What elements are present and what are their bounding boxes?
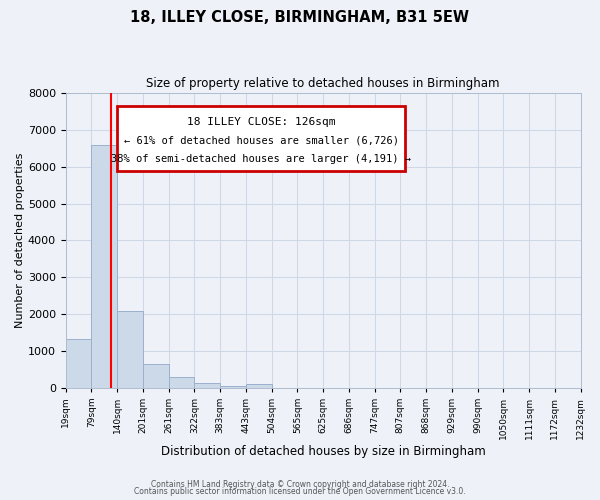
Bar	[143, 364, 169, 388]
Text: ← 61% of detached houses are smaller (6,726): ← 61% of detached houses are smaller (6,…	[124, 135, 399, 145]
Text: 18 ILLEY CLOSE: 126sqm: 18 ILLEY CLOSE: 126sqm	[187, 116, 335, 126]
Y-axis label: Number of detached properties: Number of detached properties	[15, 152, 25, 328]
Bar	[194, 383, 220, 388]
Text: 18, ILLEY CLOSE, BIRMINGHAM, B31 5EW: 18, ILLEY CLOSE, BIRMINGHAM, B31 5EW	[131, 10, 470, 25]
Bar	[65, 339, 91, 388]
Bar	[246, 384, 272, 388]
Text: Contains public sector information licensed under the Open Government Licence v3: Contains public sector information licen…	[134, 487, 466, 496]
Bar	[91, 144, 117, 388]
Bar	[117, 106, 406, 171]
Bar	[117, 311, 143, 388]
Text: 38% of semi-detached houses are larger (4,191) →: 38% of semi-detached houses are larger (…	[111, 154, 411, 164]
Bar	[169, 377, 194, 388]
Title: Size of property relative to detached houses in Birmingham: Size of property relative to detached ho…	[146, 78, 500, 90]
X-axis label: Distribution of detached houses by size in Birmingham: Distribution of detached houses by size …	[161, 444, 485, 458]
Text: Contains HM Land Registry data © Crown copyright and database right 2024.: Contains HM Land Registry data © Crown c…	[151, 480, 449, 489]
Bar	[220, 386, 246, 388]
